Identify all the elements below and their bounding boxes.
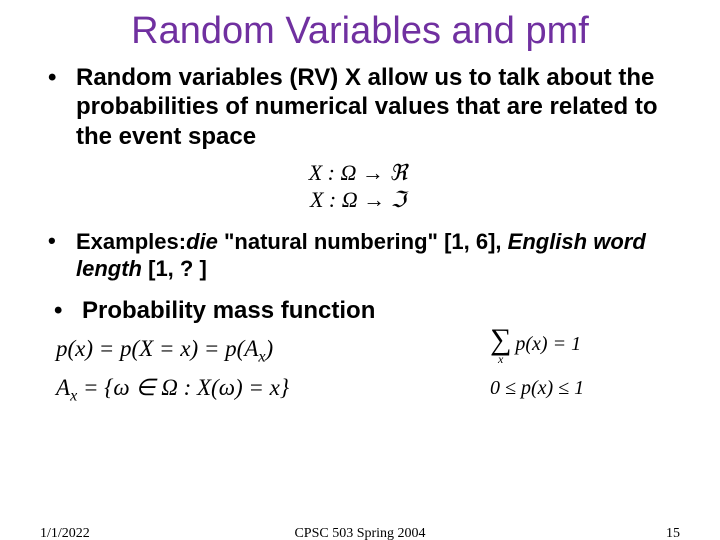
sum-rhs: p(x) = 1	[515, 331, 581, 358]
pmf-left-column: p(x) = p(X = x) = p(Ax) Ax = {ω ∈ Ω : X(…	[56, 331, 470, 410]
bullet-1-text: Random variables (RV) X allow us to talk…	[76, 63, 668, 151]
pmf-bounds: 0 ≤ p(x) ≤ 1	[490, 375, 680, 402]
pmf-formulas: p(x) = p(X = x) = p(Ax) Ax = {ω ∈ Ω : X(…	[0, 331, 720, 410]
sigma-index: x	[498, 353, 503, 365]
mapping-1: X : Ω → ℜ	[248, 159, 468, 187]
footer-course: CPSC 503 Spring 2004	[0, 526, 720, 540]
bullet-1: • Random variables (RV) X allow us to ta…	[48, 63, 668, 151]
bullet-marker: •	[54, 297, 82, 325]
bullet-3-text: Probability mass function	[82, 297, 668, 325]
bullet-list: • Random variables (RV) X allow us to ta…	[0, 63, 720, 325]
slide-title: Random Variables and pmf	[0, 0, 720, 59]
pmf-right-column: ∑ x p(x) = 1 0 ≤ p(x) ≤ 1	[490, 325, 680, 402]
bullet-marker: •	[48, 63, 76, 151]
example-die: die	[186, 229, 218, 254]
bullet-2-text: Examples:die "natural numbering" [1, 6],…	[76, 228, 668, 283]
examples-label: Examples:	[76, 229, 186, 254]
ax-definition: Ax = {ω ∈ Ω : X(ω) = x}	[56, 370, 470, 410]
bullet-3: • Probability mass function	[54, 297, 668, 325]
example-wordlen-range: [1, ? ]	[142, 256, 207, 281]
pmf-definition: p(x) = p(X = x) = p(Ax)	[56, 331, 470, 371]
pmf-sum-to-one: ∑ x p(x) = 1	[490, 325, 680, 365]
mapping-2: X : Ω → ℑ	[248, 186, 468, 214]
slide: Random Variables and pmf • Random variab…	[0, 0, 720, 540]
rv-mapping-formulas: X : Ω → ℜ X : Ω → ℑ	[248, 159, 468, 214]
footer-page-number: 15	[666, 526, 680, 540]
bullet-2: • Examples:die "natural numbering" [1, 6…	[48, 228, 668, 283]
sigma-symbol: ∑	[490, 325, 511, 355]
bullet-marker: •	[48, 228, 76, 283]
example-dice-range: "natural numbering" [1, 6],	[218, 229, 508, 254]
